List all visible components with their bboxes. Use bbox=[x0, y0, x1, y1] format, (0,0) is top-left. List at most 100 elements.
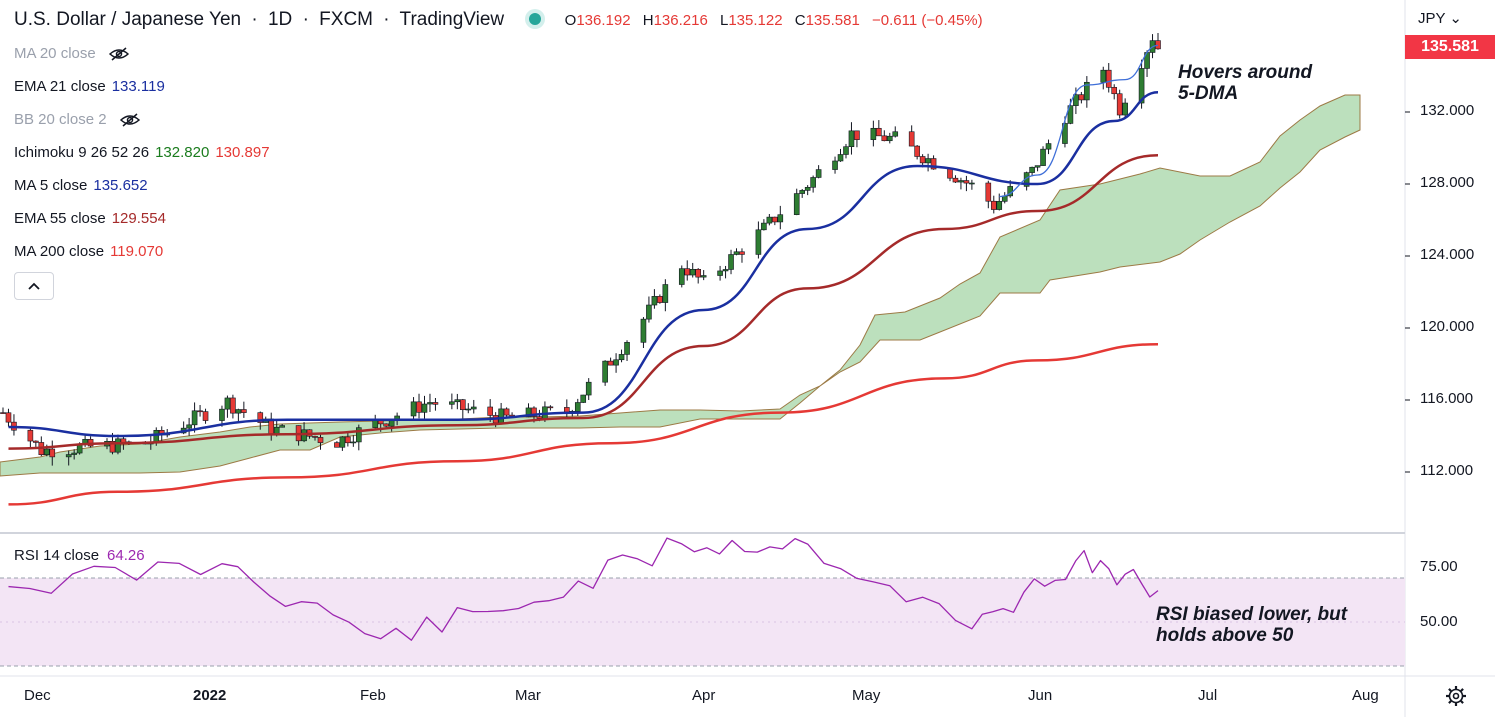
candle-body bbox=[49, 448, 56, 458]
candle-body bbox=[689, 268, 696, 276]
candle-body bbox=[350, 441, 357, 444]
candle-body bbox=[197, 410, 203, 413]
time-tick: Jun bbox=[1028, 687, 1053, 704]
price-axis-ticks bbox=[1405, 111, 1410, 473]
candle-body bbox=[1105, 69, 1112, 88]
candle-body bbox=[886, 135, 893, 142]
candle-body bbox=[372, 420, 379, 428]
candle-body bbox=[279, 425, 285, 428]
candle-body bbox=[772, 216, 778, 223]
symbol-name[interactable]: U.S. Dollar / Japanese Yen bbox=[14, 9, 242, 30]
candle-body bbox=[804, 186, 811, 191]
candle-body bbox=[1100, 69, 1107, 83]
candle-body bbox=[739, 251, 745, 255]
candle-body bbox=[1029, 166, 1035, 173]
indicator-name: EMA 21 close bbox=[14, 78, 106, 95]
candle-body bbox=[33, 440, 39, 443]
candle-body bbox=[525, 407, 532, 418]
gear-icon[interactable] bbox=[1444, 684, 1468, 708]
price-tick: 132.000 bbox=[1420, 102, 1475, 119]
close-label: C bbox=[794, 12, 806, 29]
currency-selector[interactable]: JPY ⌄ bbox=[1418, 9, 1462, 27]
candle-body bbox=[1067, 105, 1074, 124]
candle-body bbox=[717, 270, 723, 276]
candle-body bbox=[832, 160, 838, 170]
legend-bb20[interactable]: BB 20 close 2 bbox=[14, 111, 141, 128]
candle-body bbox=[0, 412, 6, 414]
candle-body bbox=[377, 420, 384, 425]
candle-body bbox=[1084, 81, 1090, 101]
candle-body bbox=[1155, 40, 1161, 50]
candle-body bbox=[810, 177, 816, 188]
price-tick: 120.000 bbox=[1420, 318, 1475, 335]
candle-body bbox=[881, 135, 888, 142]
indicator-lines bbox=[8, 44, 1159, 641]
candle-body bbox=[460, 399, 466, 411]
candle-body bbox=[76, 444, 83, 454]
collapse-legend-button[interactable] bbox=[14, 272, 54, 300]
candle-body bbox=[985, 182, 992, 202]
candle-body bbox=[684, 268, 691, 276]
candle-body bbox=[969, 182, 975, 185]
candle-body bbox=[925, 158, 931, 164]
rsi-legend[interactable]: RSI 14 close 64.26 bbox=[14, 547, 145, 564]
legend-ema55[interactable]: EMA 55 close 129.554 bbox=[14, 210, 166, 227]
candle-body bbox=[503, 408, 510, 416]
candle-body bbox=[43, 448, 50, 455]
time-tick: 2022 bbox=[193, 687, 227, 704]
candle-body bbox=[317, 437, 324, 443]
candle-body bbox=[646, 304, 652, 320]
candle-body bbox=[564, 407, 570, 413]
candle-body bbox=[1073, 94, 1079, 106]
indicator-name: MA 20 close bbox=[14, 45, 96, 62]
candle-body bbox=[657, 296, 663, 303]
candle-body bbox=[230, 397, 236, 414]
candle-body bbox=[640, 318, 647, 343]
candle-body bbox=[224, 397, 231, 410]
change-value: −0.611 (−0.45%) bbox=[872, 12, 983, 29]
price-tick: 128.000 bbox=[1420, 174, 1475, 191]
candle-body bbox=[547, 406, 554, 409]
indicator-value: 119.070 bbox=[110, 243, 164, 260]
candle-body bbox=[700, 275, 707, 278]
candle-body bbox=[990, 200, 997, 210]
candle-body bbox=[870, 127, 877, 140]
candle-body bbox=[1040, 148, 1046, 166]
candle-body bbox=[914, 145, 920, 157]
candle-body bbox=[334, 442, 340, 448]
time-tick: Dec bbox=[24, 687, 51, 704]
time-tick: Apr bbox=[692, 687, 716, 704]
time-tick: Jul bbox=[1198, 687, 1218, 704]
candle-body bbox=[919, 156, 926, 164]
candlestick-series bbox=[0, 33, 1161, 466]
legend-ema21[interactable]: EMA 21 close 133.119 bbox=[14, 78, 165, 95]
candle-body bbox=[1116, 93, 1123, 116]
legend-ma20[interactable]: MA 20 close bbox=[14, 45, 130, 62]
rsi-annotation: RSI biased lower, but holds above 50 bbox=[1156, 604, 1347, 646]
candle-body bbox=[454, 399, 461, 403]
candle-body bbox=[345, 436, 351, 444]
indicator-value-2: 130.897 bbox=[215, 144, 270, 161]
candle-body bbox=[153, 430, 160, 443]
annotation-line: 5-DMA bbox=[1178, 83, 1239, 104]
legend-ma5[interactable]: MA 5 close 135.652 bbox=[14, 177, 148, 194]
interval-label[interactable]: 1D bbox=[267, 9, 293, 30]
title-separator: · bbox=[251, 9, 258, 30]
candle-body bbox=[837, 154, 844, 162]
candle-body bbox=[722, 269, 729, 272]
candle-body bbox=[536, 416, 543, 419]
legend-ichimoku[interactable]: Ichimoku 9 26 52 26 132.820 130.897 bbox=[14, 144, 270, 161]
market-status-icon[interactable] bbox=[529, 12, 542, 25]
hidden-eye-icon[interactable] bbox=[119, 113, 141, 127]
candle-body bbox=[793, 193, 800, 215]
hidden-eye-icon[interactable] bbox=[108, 47, 130, 61]
low-label: L bbox=[720, 12, 729, 29]
low-value: 135.122 bbox=[728, 12, 783, 29]
close-value: 135.581 bbox=[805, 12, 860, 29]
candle-body bbox=[487, 406, 493, 416]
legend-ma200[interactable]: MA 200 close 119.070 bbox=[14, 243, 163, 260]
candle-body bbox=[1062, 123, 1068, 144]
candle-body bbox=[498, 408, 504, 424]
candle-body bbox=[761, 222, 767, 231]
